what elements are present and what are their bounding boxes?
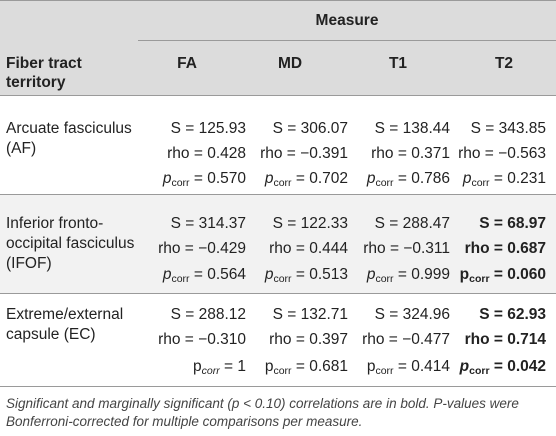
column-header-t1: T1 [388, 55, 408, 72]
column-header-t2: T2 [494, 55, 514, 72]
table-footnote: Significant and marginally significant (… [6, 396, 519, 429]
cell-ifof-t1-s: S = 288.47 [374, 215, 450, 232]
cell-ec-t2-p: pcorr = 0.042 [459, 358, 546, 377]
cell-af-fa-s: S = 125.93 [170, 120, 246, 137]
measure-header: Measure [315, 12, 379, 29]
cell-ec-md-rho: rho = 0.397 [269, 331, 348, 348]
cell-ec-t1-p: pcorr = 0.414 [366, 358, 450, 377]
cell-ec-md-s: S = 132.71 [272, 306, 348, 323]
cell-ec-t1-s: S = 324.96 [374, 306, 450, 323]
table-header-band [0, 0, 556, 95]
cell-ifof-md-s: S = 122.33 [272, 215, 348, 232]
cell-af-fa-rho: rho = 0.428 [167, 145, 246, 162]
row-name-ec-line1: Extreme/external [6, 306, 124, 323]
cell-af-t1-rho: rho = 0.371 [371, 145, 450, 162]
cell-af-t1-p: pcorr = 0.786 [366, 170, 450, 189]
row-rule-1 [0, 194, 556, 195]
cell-ifof-t2-p: pcorr = 0.060 [459, 266, 546, 285]
row-name-ifof-line2: occipital fasciculus [6, 235, 135, 252]
column-header-fa: FA [177, 55, 197, 72]
row-name-af-line1: Arcuate fasciculus [6, 120, 132, 137]
cell-ifof-t2-rho: rho = 0.687 [464, 240, 546, 257]
cell-ec-t1-rho: rho = −0.477 [362, 331, 450, 348]
cell-ifof-md-p: pcorr = 0.513 [264, 266, 348, 285]
cell-af-t2-rho: rho = −0.563 [458, 145, 546, 162]
row-name-ifof-line1: Inferior fronto- [6, 215, 104, 232]
cell-ifof-t1-p: pcorr = 0.999 [366, 266, 450, 285]
top-rule [0, 0, 556, 1]
cell-ec-fa-rho: rho = −0.310 [158, 331, 246, 348]
cell-ifof-fa-rho: rho = −0.429 [158, 240, 246, 257]
row-shade-ifof [0, 194, 556, 293]
row-name-ifof-line3: (IFOF) [6, 255, 52, 272]
cell-ifof-fa-s: S = 314.37 [170, 215, 246, 232]
cell-ec-fa-p: pcorr = 1 [192, 358, 246, 377]
cell-af-md-s: S = 306.07 [272, 120, 348, 137]
measure-underline [138, 40, 556, 41]
cell-ifof-fa-p: pcorr = 0.564 [162, 266, 246, 285]
header-rule [0, 95, 556, 96]
cell-af-t1-s: S = 138.44 [374, 120, 450, 137]
cell-ec-md-p: pcorr = 0.681 [264, 358, 348, 377]
cell-af-t2-p: pcorr = 0.231 [462, 170, 546, 189]
cell-af-md-p: pcorr = 0.702 [264, 170, 348, 189]
cell-af-fa-p: pcorr = 0.570 [162, 170, 246, 189]
cell-ifof-t1-rho: rho = −0.311 [363, 240, 450, 257]
cell-af-md-rho: rho = −0.391 [260, 145, 348, 162]
cell-ifof-md-rho: rho = 0.444 [269, 240, 348, 257]
cell-ec-fa-s: S = 288.12 [170, 306, 246, 323]
column-header-md: MD [277, 55, 303, 72]
row-name-af-line2: (AF) [6, 140, 37, 157]
cell-af-t2-s: S = 343.85 [470, 120, 546, 137]
row-rule-2 [0, 293, 556, 294]
bottom-rule [0, 386, 556, 387]
row-label-header-line1: Fiber tract [6, 55, 82, 72]
cell-ec-t2-rho: rho = 0.714 [464, 331, 546, 348]
cell-ec-t2-s: S = 62.93 [479, 306, 546, 323]
row-name-ec-line2: capsule (EC) [6, 326, 96, 343]
cell-ifof-t2-s: S = 68.97 [479, 215, 546, 232]
row-label-header-line2: territory [6, 74, 66, 91]
